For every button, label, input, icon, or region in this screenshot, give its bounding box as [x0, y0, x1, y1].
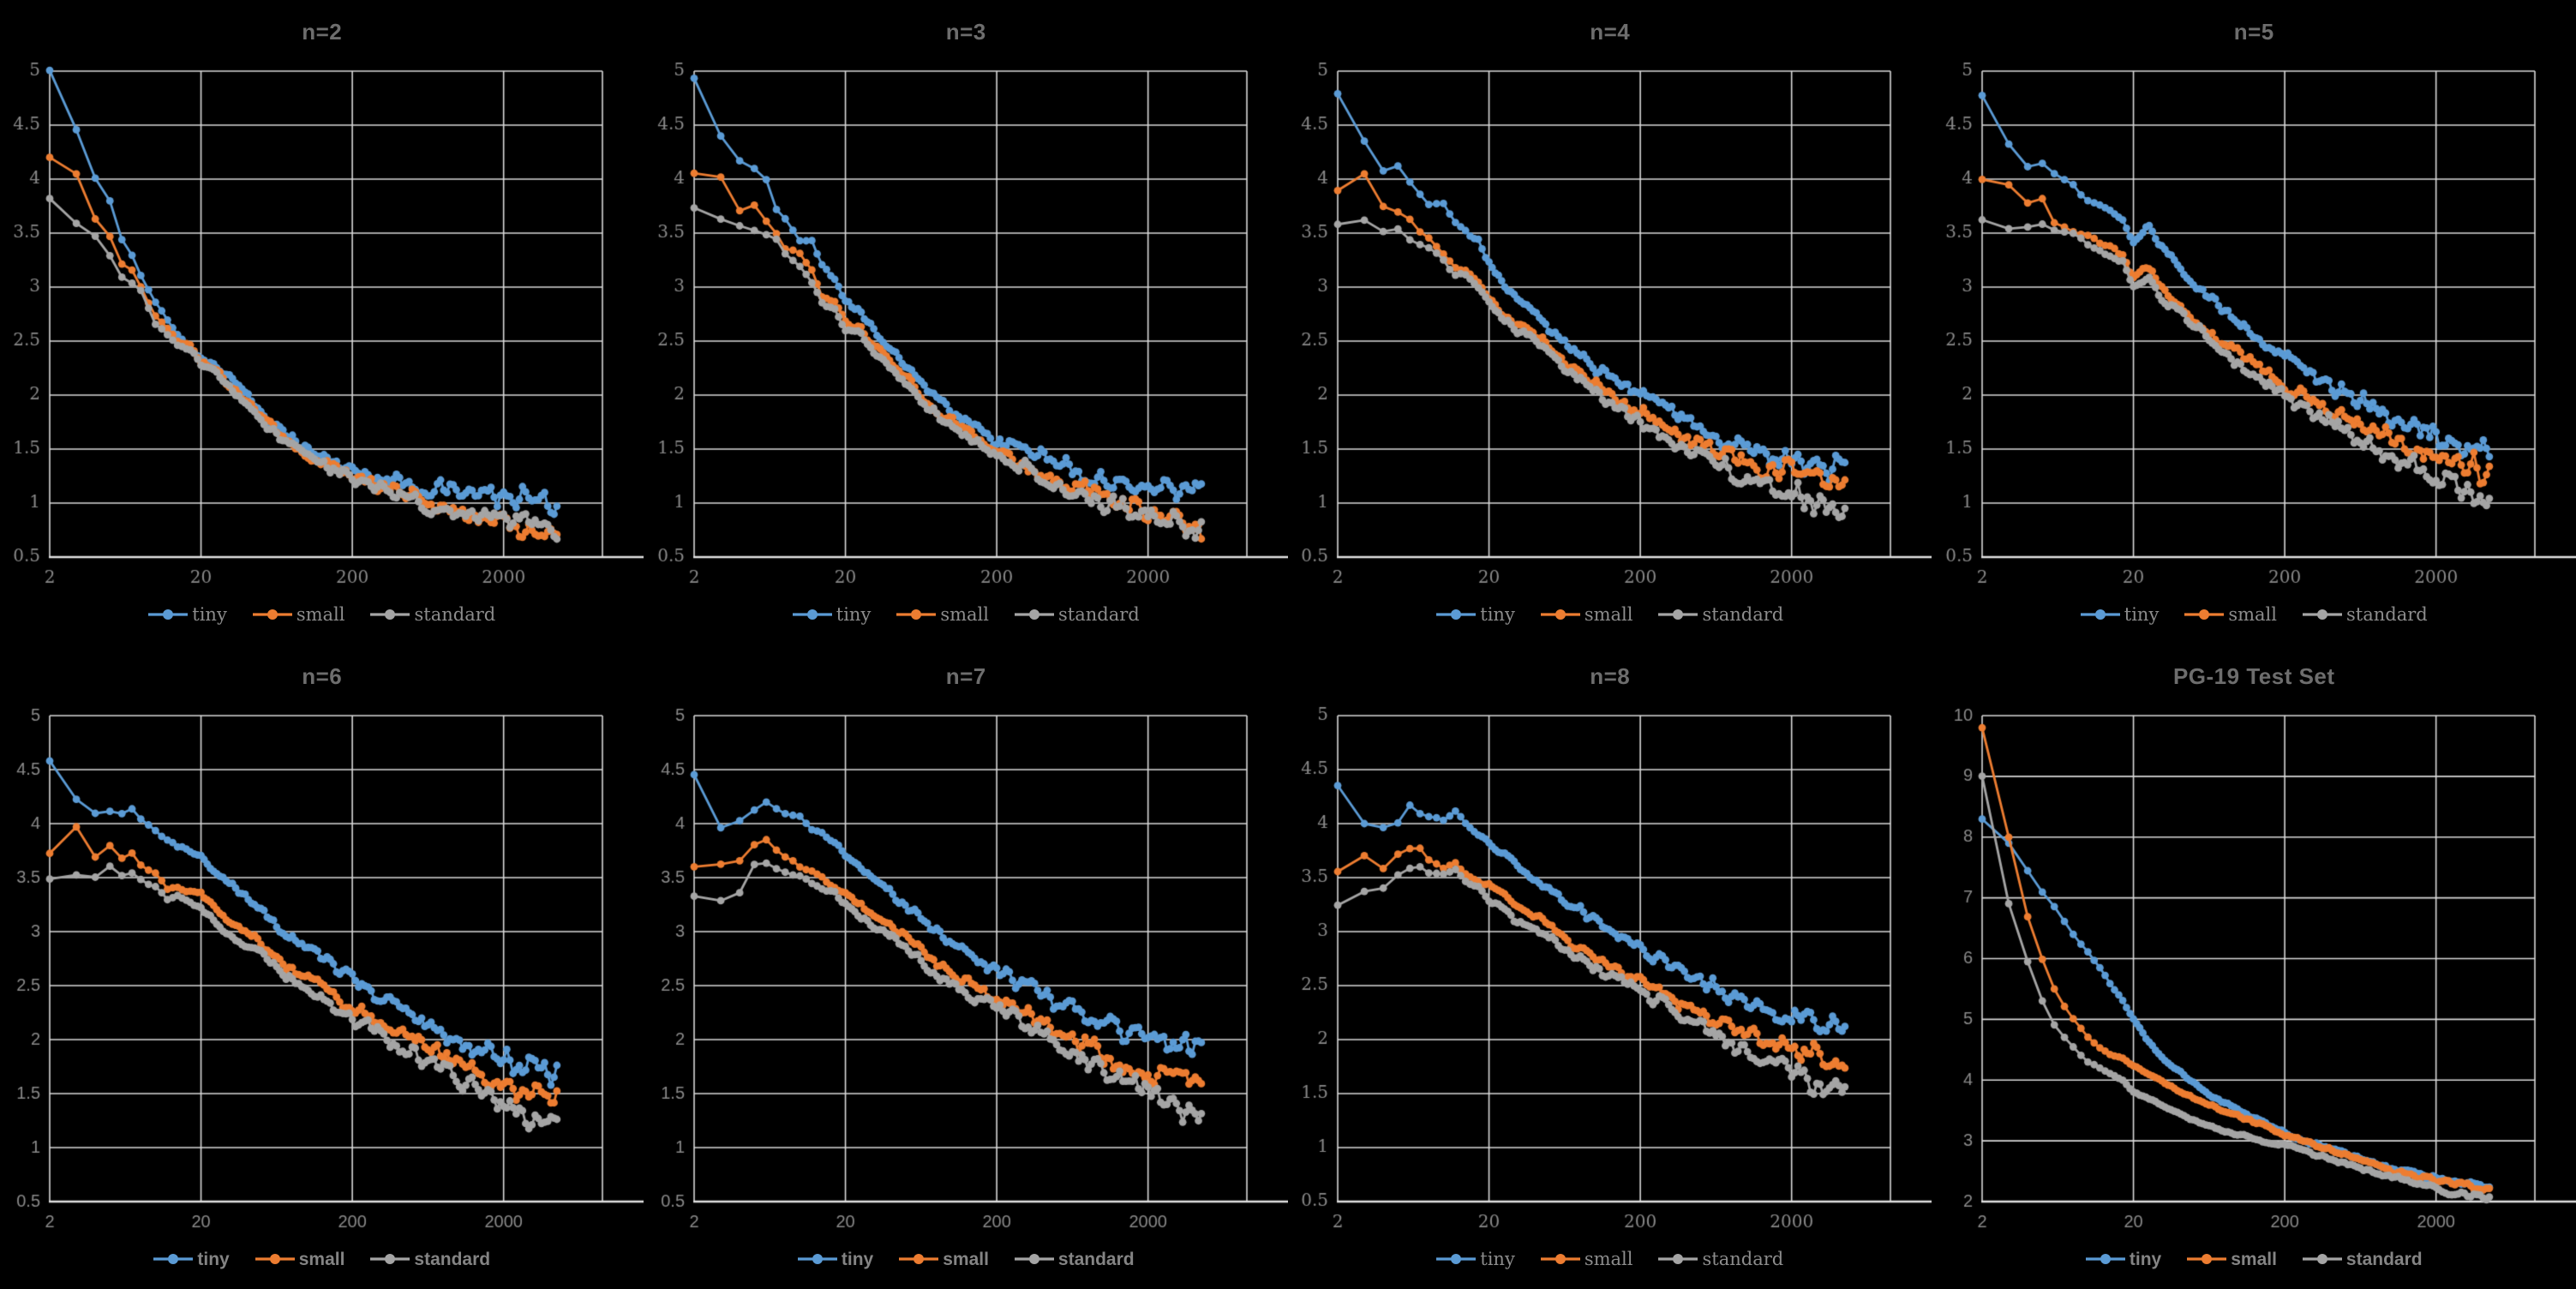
chart-legend: tiny small standard — [0, 1244, 644, 1274]
chart-canvas — [644, 644, 1288, 1244]
legend-item-tiny: tiny — [1436, 603, 1515, 625]
legend-series-marker-icon — [153, 1254, 194, 1264]
legend-series-marker-icon — [1014, 609, 1054, 620]
legend-label: tiny — [2124, 603, 2160, 625]
legend-label: small — [298, 1249, 345, 1269]
legend-label: tiny — [836, 603, 872, 625]
legend-item-small: small — [896, 603, 989, 625]
legend-label: standard — [1057, 1249, 1135, 1269]
legend-item-tiny: tiny — [2080, 603, 2160, 625]
legend-label: tiny — [2129, 1249, 2162, 1269]
legend-item-standard: standard — [370, 603, 496, 625]
legend-series-marker-icon — [2184, 609, 2225, 620]
legend-item-standard: standard — [2302, 1249, 2423, 1269]
legend-label: standard — [1057, 603, 1140, 625]
legend-item-tiny: tiny — [153, 1249, 230, 1269]
legend-item-small: small — [899, 1250, 989, 1268]
legend-label: tiny — [1480, 1248, 1515, 1269]
legend-label: standard — [414, 1249, 491, 1269]
legend-item-standard: standard — [1658, 1250, 1783, 1268]
legend-series-marker-icon — [2080, 609, 2120, 620]
legend-series-marker-icon — [2187, 1254, 2227, 1264]
legend-item-small: small — [1540, 1248, 1633, 1269]
legend-series-marker-icon — [1658, 609, 1698, 620]
legend-series-marker-icon — [899, 1254, 939, 1264]
legend-series-marker-icon — [792, 609, 832, 620]
chart-canvas — [1932, 644, 2576, 1244]
legend-series-marker-icon — [2302, 1254, 2342, 1264]
legend-item-tiny: tiny — [797, 1249, 874, 1269]
legend-label: tiny — [192, 603, 227, 625]
chart-canvas — [1288, 644, 1932, 1244]
legend-series-marker-icon — [2085, 1254, 2125, 1264]
chart-canvas — [644, 0, 1288, 600]
legend-label: small — [296, 603, 345, 625]
legend-series-marker-icon — [148, 609, 189, 620]
legend-series-marker-icon — [370, 1254, 410, 1264]
chart-legend: tiny small standard — [1288, 1244, 1932, 1274]
legend-item-small: small — [1540, 603, 1633, 625]
legend-label: small — [1584, 603, 1633, 625]
legend-series-marker-icon — [1436, 609, 1477, 620]
chart-canvas — [0, 0, 644, 600]
chart-canvas — [0, 644, 644, 1244]
legend-series-marker-icon — [896, 609, 937, 620]
legend-item-small: small — [255, 1249, 345, 1269]
legend-series-marker-icon — [255, 1254, 295, 1264]
legend-item-standard: standard — [1014, 603, 1140, 625]
legend-label: tiny — [197, 1249, 230, 1269]
legend-item-small: small — [2187, 1250, 2277, 1268]
chart-canvas — [1288, 0, 1932, 600]
legend-label: small — [1584, 1248, 1633, 1269]
legend-item-tiny: tiny — [792, 603, 872, 625]
legend-item-standard: standard — [370, 1250, 490, 1268]
legend-label: tiny — [841, 1249, 874, 1269]
legend-label: standard — [414, 603, 496, 625]
legend-label: standard — [1702, 603, 1784, 625]
chart-legend: tiny small standard — [1932, 600, 2576, 629]
legend-series-marker-icon — [2302, 609, 2342, 620]
legend-label: tiny — [1480, 603, 1515, 625]
legend-series-marker-icon — [370, 609, 410, 620]
chart-legend: tiny small standard — [644, 1244, 1289, 1274]
legend-series-marker-icon — [1540, 609, 1580, 620]
legend-item-small: small — [2184, 603, 2277, 625]
legend-label: standard — [2345, 603, 2428, 625]
legend-series-marker-icon — [1540, 1254, 1580, 1264]
legend-item-small: small — [252, 603, 345, 625]
legend-label: small — [940, 603, 989, 625]
legend-series-marker-icon — [1436, 1254, 1477, 1264]
legend-series-marker-icon — [1014, 1254, 1054, 1264]
legend-item-tiny: tiny — [1436, 1250, 1515, 1268]
chart-legend: tiny small standard — [1932, 1244, 2576, 1274]
legend-label: standard — [2345, 1249, 2423, 1269]
legend-label: small — [2228, 603, 2277, 625]
legend-series-marker-icon — [252, 609, 292, 620]
legend-item-tiny: tiny — [148, 603, 227, 625]
chart-canvas — [1932, 0, 2576, 600]
legend-label: standard — [1702, 1248, 1784, 1269]
legend-item-tiny: tiny — [2085, 1249, 2162, 1269]
legend-item-standard: standard — [2302, 603, 2428, 625]
legend-series-marker-icon — [797, 1254, 837, 1264]
legend-item-standard: standard — [1658, 603, 1784, 625]
chart-legend: tiny small standard — [1288, 600, 1932, 629]
legend-item-standard: standard — [1014, 1249, 1135, 1269]
legend-series-marker-icon — [1658, 1254, 1698, 1264]
chart-legend: tiny small standard — [0, 600, 644, 629]
chart-legend: tiny small standard — [644, 600, 1289, 629]
legend-label: small — [943, 1249, 989, 1269]
legend-label: small — [2231, 1249, 2277, 1269]
